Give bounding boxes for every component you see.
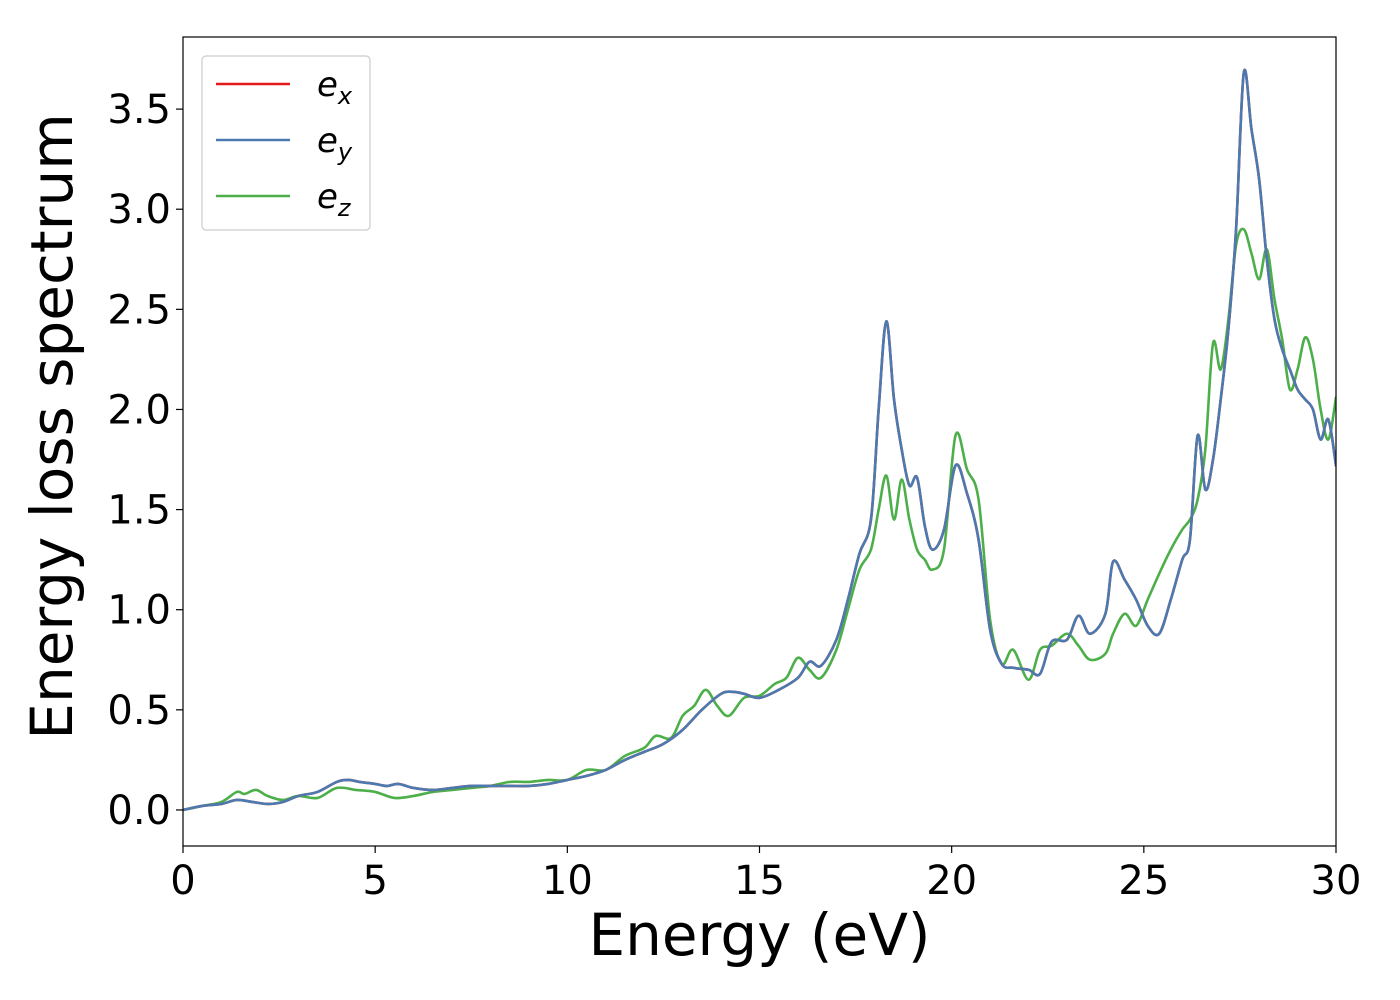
x-tick-label: 10: [542, 858, 593, 904]
legend-label-x: ex: [317, 65, 353, 110]
x-tick-label: 5: [362, 858, 387, 904]
series-layer: [183, 68, 1336, 812]
legend-box: [201, 55, 371, 231]
legend-label-base: e: [317, 65, 338, 105]
x-axis-title: Energy (eV): [588, 901, 930, 969]
y-tick-label: 0.5: [107, 688, 171, 734]
legend-label-subscript: x: [337, 82, 353, 110]
legend-label-subscript: y: [337, 138, 353, 166]
series-line-y: [183, 68, 1336, 812]
x-tick-label: 15: [734, 858, 785, 904]
y-axis-title: Energy loss spectrum: [18, 113, 86, 739]
legend-label-z: ez: [317, 177, 352, 222]
series-line-z: [183, 227, 1336, 812]
legend-label-base: e: [317, 177, 338, 217]
y-tick-label: 1.0: [107, 588, 171, 634]
y-tick-label: 3.0: [107, 187, 171, 233]
x-tick-label: 25: [1118, 858, 1169, 904]
x-tick-label: 0: [170, 858, 195, 904]
legend-label-subscript: z: [337, 194, 352, 222]
x-tick-label: 30: [1311, 858, 1362, 904]
x-tick-label: 20: [926, 858, 977, 904]
legend-label-y: ey: [317, 121, 353, 166]
y-tick-label: 1.5: [107, 488, 171, 534]
y-tick-label: 3.5: [107, 87, 171, 133]
x-ticks: 0 5 10 15 20 25 30: [170, 846, 1361, 904]
y-tick-label: 0.0: [107, 788, 171, 834]
y-tick-label: 2.5: [107, 287, 171, 333]
y-tick-label: 2.0: [107, 387, 171, 433]
y-ticks: 0.0 0.5 1.0 1.5 2.0 2.5 3.0 3.5: [107, 87, 183, 834]
legend-label-base: e: [317, 121, 338, 161]
